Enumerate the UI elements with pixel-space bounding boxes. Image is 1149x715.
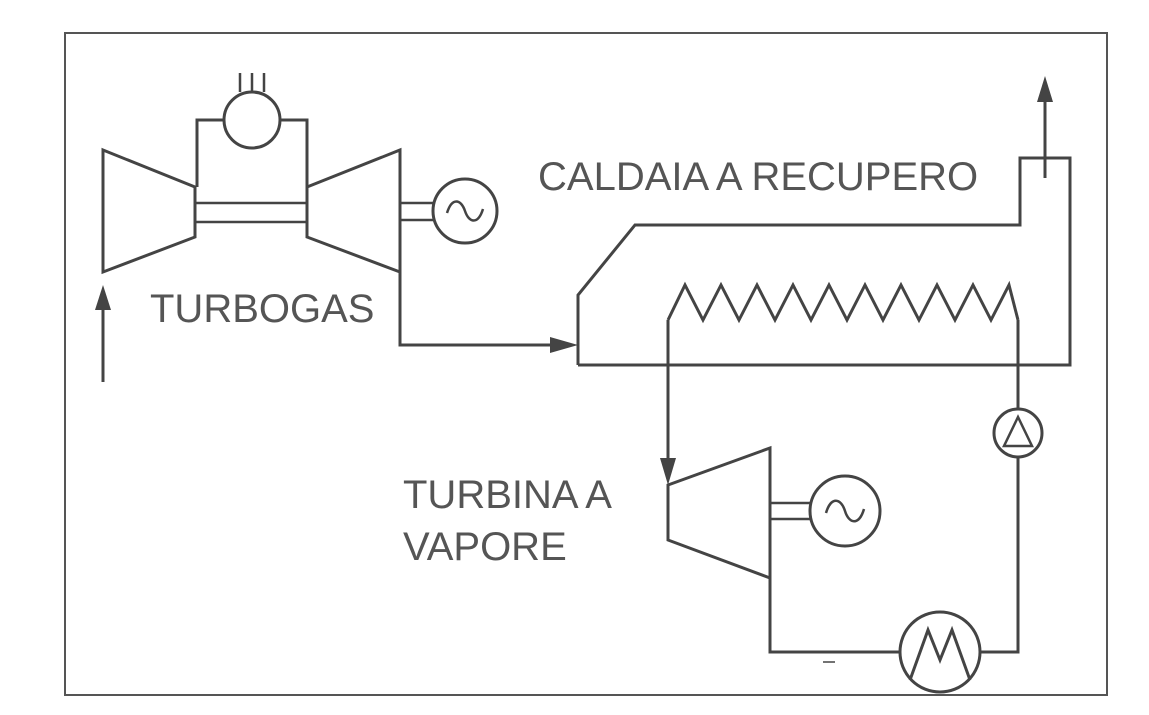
pump-triangle bbox=[1002, 414, 1034, 448]
air-inlet-arrow-icon bbox=[95, 285, 111, 310]
st-exhaust-line bbox=[768, 578, 900, 654]
gas-turbine-shape bbox=[305, 147, 402, 275]
label-turbina-line2: VAPORE bbox=[403, 525, 567, 569]
hrsg-outline bbox=[576, 156, 1072, 367]
steam-cycle-group bbox=[660, 320, 1044, 694]
label-caldaia: CALDAIA A RECUPERO bbox=[538, 155, 978, 199]
stack-arrow-icon bbox=[1037, 76, 1053, 102]
gt-generator-sine bbox=[445, 200, 485, 222]
label-turbina-line1: TURBINA A bbox=[403, 473, 612, 517]
label-turbogas: TURBOGAS bbox=[150, 287, 374, 331]
diagram-frame bbox=[64, 32, 1108, 696]
exhaust-duct bbox=[398, 272, 552, 347]
condenser-coil bbox=[908, 625, 972, 681]
steam-arrow-icon bbox=[660, 458, 676, 485]
compressor-shape bbox=[101, 147, 197, 275]
gas-turbine-group bbox=[95, 73, 578, 382]
steam-turbine-shape bbox=[666, 445, 772, 581]
st-generator-sine bbox=[824, 499, 866, 523]
hrsg-coil bbox=[666, 280, 1020, 324]
exhaust-arrow-icon bbox=[550, 337, 578, 353]
combustor-icon bbox=[222, 90, 282, 150]
hrsg-group bbox=[576, 76, 1072, 367]
condenser-icon bbox=[898, 610, 982, 694]
condensate-line bbox=[980, 458, 1020, 654]
